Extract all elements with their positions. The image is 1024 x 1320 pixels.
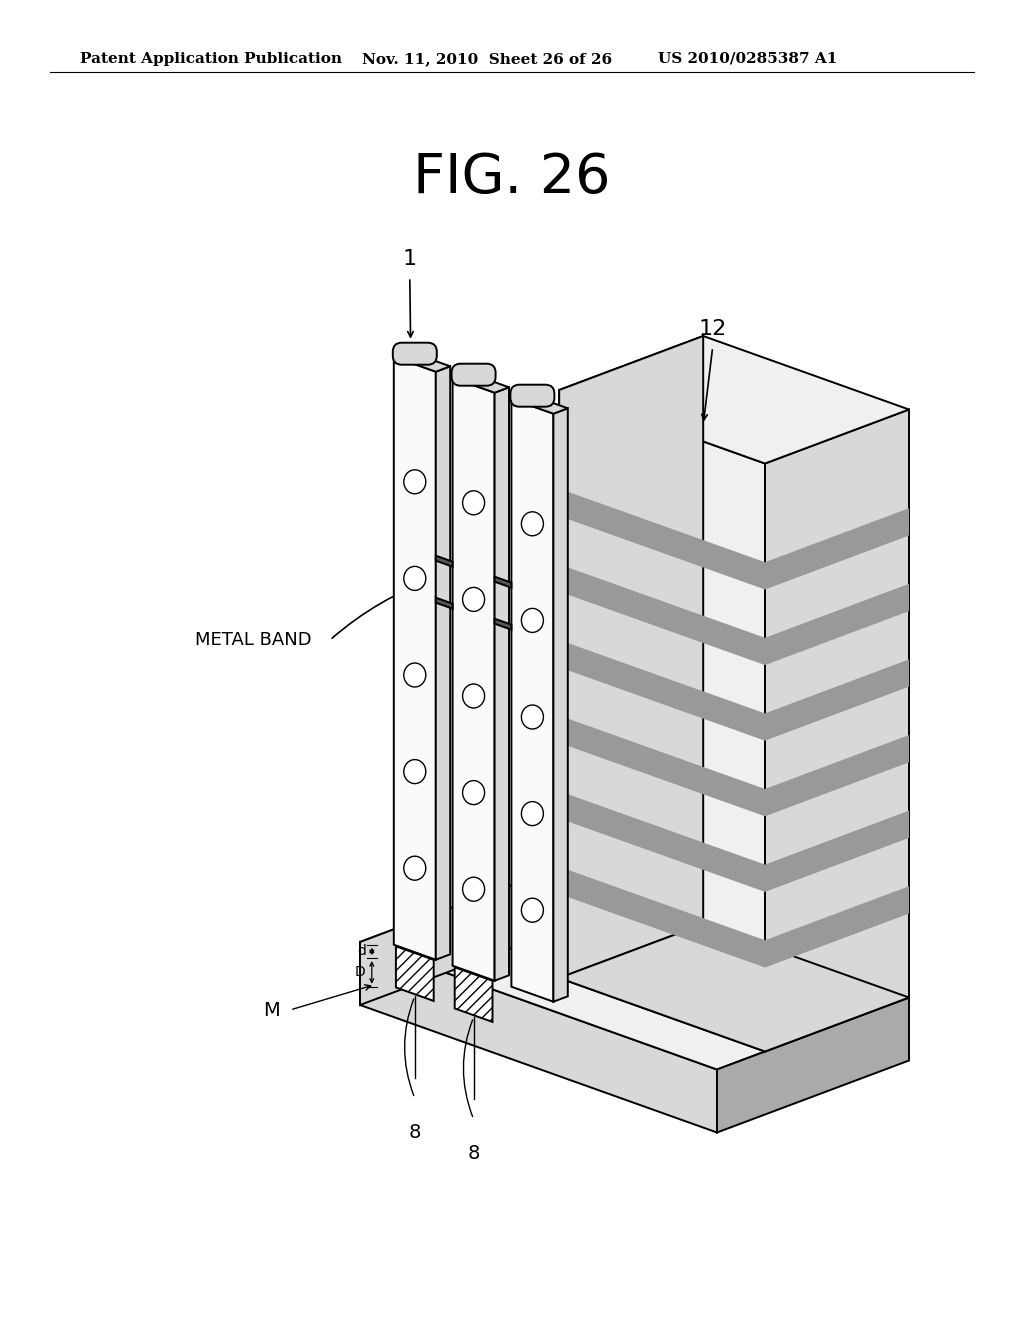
Polygon shape xyxy=(453,372,509,393)
Polygon shape xyxy=(765,735,909,816)
Polygon shape xyxy=(559,867,765,968)
Polygon shape xyxy=(559,337,909,463)
Text: Patent Application Publication: Patent Application Publication xyxy=(80,51,342,66)
Polygon shape xyxy=(360,942,717,1133)
Polygon shape xyxy=(559,337,703,978)
Text: 8: 8 xyxy=(467,1144,480,1163)
Polygon shape xyxy=(765,660,909,741)
Polygon shape xyxy=(455,968,493,1022)
Polygon shape xyxy=(559,389,765,1052)
Polygon shape xyxy=(765,810,909,892)
FancyBboxPatch shape xyxy=(510,384,554,407)
Text: d: d xyxy=(357,944,366,958)
Ellipse shape xyxy=(463,780,484,805)
Polygon shape xyxy=(511,399,553,1002)
Polygon shape xyxy=(360,870,909,1069)
Polygon shape xyxy=(559,565,765,665)
Polygon shape xyxy=(360,870,552,1005)
Ellipse shape xyxy=(521,512,544,536)
Polygon shape xyxy=(765,583,909,665)
Text: 8: 8 xyxy=(409,1123,421,1142)
Text: 1: 1 xyxy=(402,249,417,269)
Ellipse shape xyxy=(463,491,484,515)
Polygon shape xyxy=(436,556,453,566)
Text: Nov. 11, 2010  Sheet 26 of 26: Nov. 11, 2010 Sheet 26 of 26 xyxy=(362,51,612,66)
Polygon shape xyxy=(559,640,765,741)
Polygon shape xyxy=(436,598,453,609)
Ellipse shape xyxy=(403,759,426,784)
Polygon shape xyxy=(495,387,509,981)
Polygon shape xyxy=(511,393,567,413)
Polygon shape xyxy=(717,998,909,1133)
Polygon shape xyxy=(495,619,511,630)
Ellipse shape xyxy=(521,801,544,825)
Polygon shape xyxy=(765,409,909,1052)
Ellipse shape xyxy=(521,705,544,729)
Polygon shape xyxy=(495,577,511,587)
Text: FIG. 26: FIG. 26 xyxy=(414,150,610,205)
Ellipse shape xyxy=(463,878,484,902)
Polygon shape xyxy=(559,791,765,892)
Text: US 2010/0285387 A1: US 2010/0285387 A1 xyxy=(658,51,838,66)
Polygon shape xyxy=(453,378,495,981)
Ellipse shape xyxy=(403,857,426,880)
FancyBboxPatch shape xyxy=(452,364,496,385)
Ellipse shape xyxy=(403,663,426,686)
Ellipse shape xyxy=(463,587,484,611)
Text: METAL BAND: METAL BAND xyxy=(195,631,311,649)
Ellipse shape xyxy=(521,609,544,632)
Polygon shape xyxy=(765,508,909,590)
Polygon shape xyxy=(559,715,765,816)
Polygon shape xyxy=(396,946,434,1001)
Polygon shape xyxy=(559,924,909,1052)
Text: 12: 12 xyxy=(698,319,727,339)
Polygon shape xyxy=(394,356,436,960)
Polygon shape xyxy=(553,408,567,1002)
Polygon shape xyxy=(394,351,451,372)
Ellipse shape xyxy=(403,566,426,590)
Polygon shape xyxy=(765,886,909,968)
Polygon shape xyxy=(559,488,765,590)
Text: D: D xyxy=(355,965,366,979)
Ellipse shape xyxy=(463,684,484,708)
FancyBboxPatch shape xyxy=(393,343,437,364)
Ellipse shape xyxy=(403,470,426,494)
Polygon shape xyxy=(436,366,451,960)
Ellipse shape xyxy=(521,898,544,923)
Text: M: M xyxy=(263,1001,280,1019)
